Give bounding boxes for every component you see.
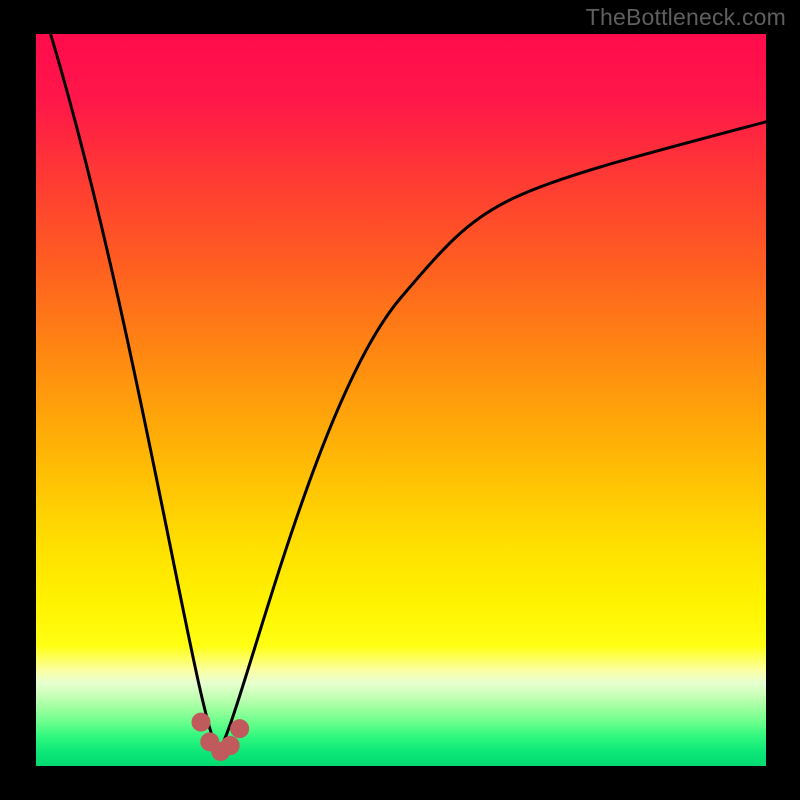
plot-area xyxy=(36,34,766,766)
watermark-text: TheBottleneck.com xyxy=(586,4,786,31)
valley-marker xyxy=(231,720,249,738)
plot-svg xyxy=(36,34,766,766)
valley-marker xyxy=(192,713,210,731)
plot-background xyxy=(36,34,766,766)
valley-marker xyxy=(221,737,239,755)
